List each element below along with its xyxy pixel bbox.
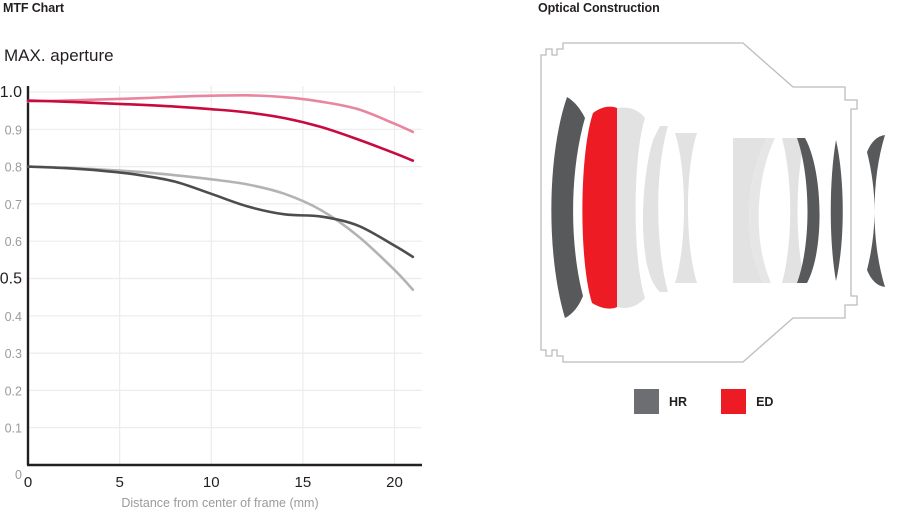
lens-element-6 xyxy=(733,138,767,283)
series-line xyxy=(26,165,415,259)
mtf-series-curves xyxy=(26,93,415,291)
y-tick-label: 0.3 xyxy=(5,347,22,361)
lens-cross-section-svg xyxy=(540,42,885,363)
legend-label-ed: ED xyxy=(756,394,774,409)
optical-construction-title: Optical Construction xyxy=(538,1,660,15)
lens-element-10-hr xyxy=(867,135,885,287)
lens-element-5 xyxy=(675,133,697,283)
x-axis-title: Distance from center of frame (mm) xyxy=(121,496,319,510)
y-tick-label: 0.9 xyxy=(5,123,22,137)
lens-element-3 xyxy=(617,107,645,308)
legend-label-hr: HR xyxy=(669,394,688,409)
series-line xyxy=(26,165,415,291)
series-line xyxy=(26,93,415,134)
legend-item-hr: HR xyxy=(634,389,687,414)
x-tick-label: 20 xyxy=(386,474,403,491)
y-tick-label: 1.0 xyxy=(0,84,22,101)
legend-swatch-ed xyxy=(721,389,747,414)
lens-element-1-hr xyxy=(551,97,585,318)
x-tick-label: 5 xyxy=(115,474,123,491)
x-tick-label: 15 xyxy=(295,474,312,491)
y-tick-label: 0.2 xyxy=(5,384,22,398)
horizontal-gridlines xyxy=(28,91,422,429)
vertical-gridlines xyxy=(119,86,396,465)
x-axis-tick-labels: 0 5 10 15 20 xyxy=(24,474,403,491)
x-tick-label: 10 xyxy=(203,474,220,491)
lens-element-9-hr xyxy=(830,140,843,281)
lens-element-legend: HR ED xyxy=(634,389,773,414)
y-axis-tick-labels: 0 0.1 0.2 0.3 0.4 0.5 0.6 0.7 0.8 0.9 1.0 xyxy=(0,84,22,482)
y-tick-label: 0.6 xyxy=(5,235,22,249)
optical-construction-diagram xyxy=(505,30,900,375)
y-tick-label: 0.1 xyxy=(5,422,22,436)
series-line xyxy=(26,99,415,162)
legend-swatch-hr xyxy=(634,389,659,414)
lens-element-2-ed-body xyxy=(582,106,617,309)
lens-element-7 xyxy=(782,138,805,283)
lens-element-6-inner xyxy=(749,138,775,283)
legend-item-ed: ED xyxy=(721,389,773,414)
lens-element-8-hr xyxy=(797,138,820,283)
y-tick-label: 0.7 xyxy=(5,198,22,212)
lens-element-4b xyxy=(643,126,668,292)
y-tick-label: 0 xyxy=(15,468,22,482)
y-tick-label: 0.4 xyxy=(5,310,22,324)
y-tick-label: 0.5 xyxy=(0,271,22,288)
mtf-chart-title: MTF Chart xyxy=(3,1,64,15)
mtf-chart-plot: 0 0.1 0.2 0.3 0.4 0.5 0.6 0.7 0.8 0.9 1.0 0 5 10 15 20 xyxy=(0,78,450,519)
mtf-chart-svg: 0 0.1 0.2 0.3 0.4 0.5 0.6 0.7 0.8 0.9 1.0 0 5 10 15 20 xyxy=(0,84,422,491)
x-tick-label: 0 xyxy=(24,474,32,491)
mtf-aperture-label: MAX. aperture xyxy=(4,46,114,65)
y-tick-label: 0.8 xyxy=(5,161,22,175)
